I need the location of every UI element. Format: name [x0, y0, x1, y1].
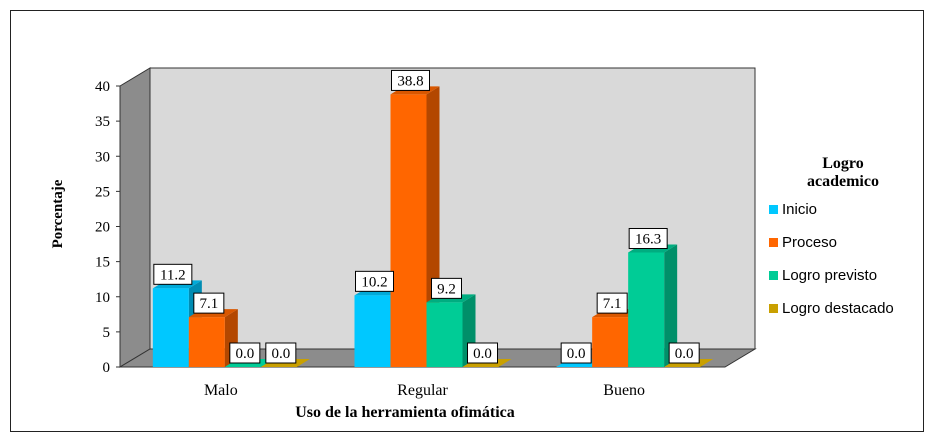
y-axis-ticks: 0 5 10 15 20 25 30 35 40: [95, 79, 120, 376]
bar: [390, 94, 427, 368]
data-label-box: [229, 342, 261, 364]
bar: [426, 302, 463, 367]
data-label: 16.3: [635, 231, 661, 247]
data-label: 7.1: [199, 296, 218, 312]
bar-side: [664, 244, 678, 367]
legend-item-label: Logro destacado: [782, 300, 894, 317]
data-label-box: [193, 292, 225, 314]
data-label-box: [560, 342, 592, 364]
legend: Logro academico Inicio Proceso Logro previst…: [769, 155, 894, 317]
x-tick-label: Malo: [204, 382, 238, 399]
data-label-box: [153, 263, 193, 285]
legend-swatch: [769, 271, 778, 280]
data-label-box: [668, 342, 700, 364]
bar: [152, 288, 189, 367]
data-label-box: [596, 292, 628, 314]
data-label: 0.0: [675, 346, 694, 362]
y-tick-label: 35: [95, 114, 110, 130]
data-label: 0.0: [271, 346, 290, 362]
bar: [354, 295, 391, 367]
data-labels: 11.2 7.1 0.0 0.0 10.2 38.8 9.2 0.0 0.0 7.1 16.3 0.0: [153, 69, 700, 364]
x-axis-ticks: Malo Regular Bueno: [204, 382, 645, 399]
data-label: 0.0: [473, 346, 492, 362]
legend-swatch: [769, 304, 778, 313]
y-tick-label: 40: [95, 79, 110, 95]
data-label-box: [391, 69, 430, 91]
data-label-box: [265, 342, 297, 364]
data-label: 7.1: [603, 296, 622, 312]
data-label: 11.2: [160, 267, 186, 283]
x-tick-label: Bueno: [603, 382, 645, 399]
legend-item-label: Proceso: [782, 234, 837, 251]
data-label-box: [628, 227, 668, 249]
y-tick-label: 25: [95, 184, 110, 200]
y-tick-label: 15: [95, 255, 110, 271]
legend-item-label: Logro previsto: [782, 267, 877, 284]
x-tick-label: Regular: [397, 382, 448, 399]
y-tick-label: 10: [95, 290, 110, 306]
legend-swatch: [769, 205, 778, 214]
data-label: 0.0: [235, 346, 254, 362]
data-label: 9.2: [437, 281, 456, 297]
y-tick-label: 20: [95, 220, 110, 236]
y-axis-label: Porcentaje: [50, 179, 66, 248]
y-tick-label: 30: [95, 149, 110, 165]
data-label-box: [355, 270, 394, 292]
y-tick-label: 0: [103, 360, 111, 376]
data-label: 38.8: [397, 73, 423, 89]
data-label-box: [467, 342, 498, 364]
data-label: 10.2: [361, 274, 387, 290]
bar: [188, 317, 225, 367]
y-tick-label: 5: [103, 325, 111, 341]
x-axis-label: Uso de la herramienta ofimática: [295, 404, 515, 421]
data-label: 0.0: [567, 346, 586, 362]
bar: [628, 252, 665, 367]
bar: [592, 317, 629, 367]
legend-title: Logro academico: [807, 155, 879, 190]
legend-swatch: [769, 238, 778, 247]
side-wall: [119, 67, 151, 368]
legend-item-label: Inicio: [782, 201, 817, 218]
data-label-box: [431, 277, 462, 299]
